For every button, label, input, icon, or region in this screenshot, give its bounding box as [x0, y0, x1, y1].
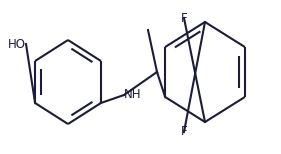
- Text: HO: HO: [8, 38, 26, 51]
- Text: F: F: [181, 125, 187, 138]
- Text: F: F: [181, 12, 187, 25]
- Text: NH: NH: [124, 89, 142, 101]
